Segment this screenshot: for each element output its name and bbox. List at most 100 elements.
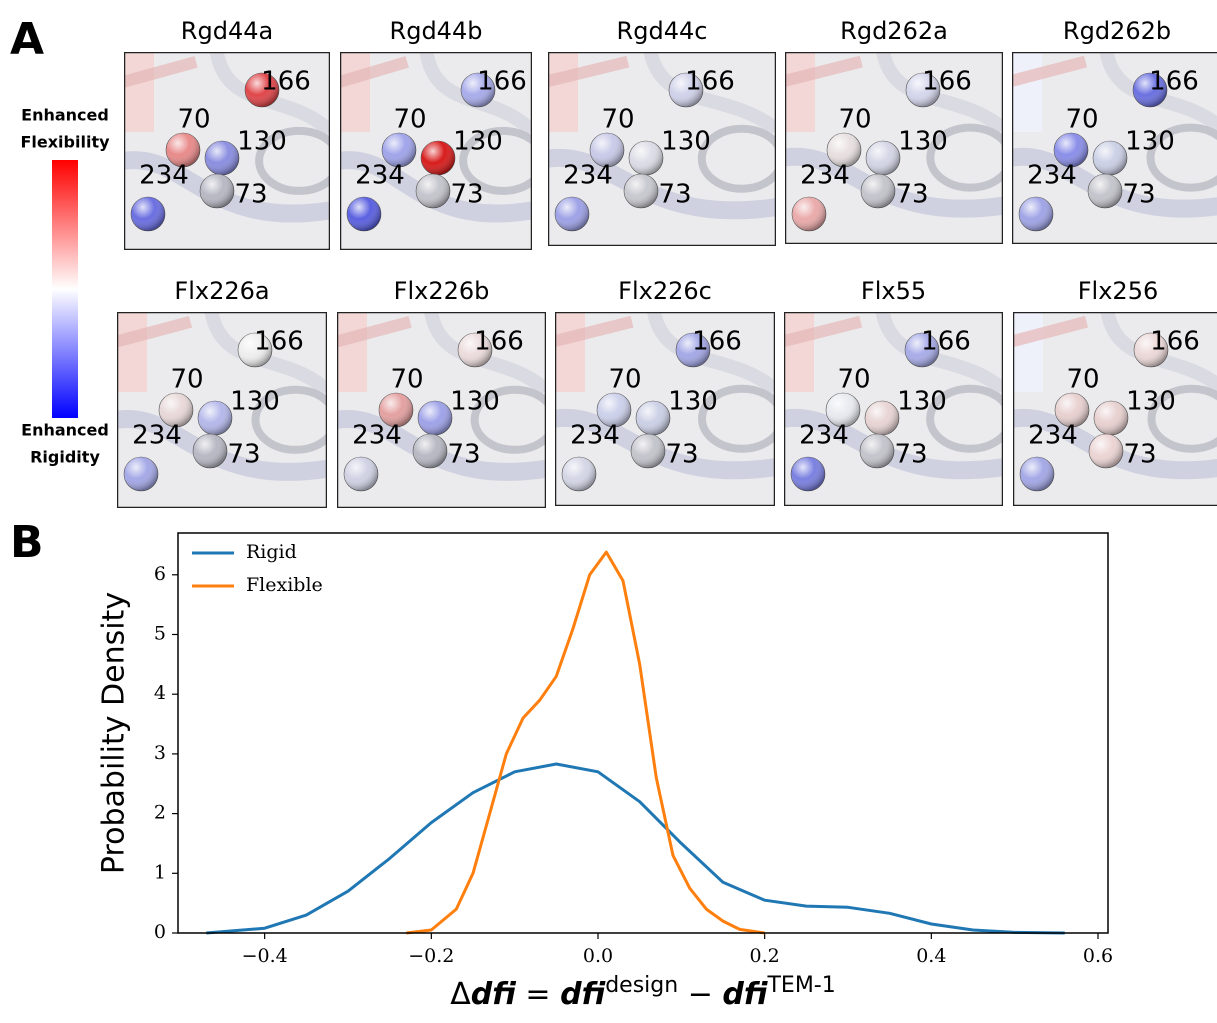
residue-label: 130	[668, 387, 718, 417]
residue-label: 73	[234, 180, 267, 210]
residue-label: 166	[477, 67, 527, 97]
residue-label: 166	[1150, 327, 1200, 357]
x-axis-label-part: Δ	[450, 977, 471, 1012]
panel-title: Rgd262a	[840, 17, 948, 45]
y-tick-label: 3	[154, 742, 166, 764]
panel-title: Flx55	[861, 277, 926, 305]
residue-label: 130	[1126, 387, 1176, 417]
residue-label: 130	[450, 387, 500, 417]
residue-label: 70	[390, 365, 423, 395]
residue-label: 130	[237, 127, 287, 157]
density-chart: −0.4 −0.2 0.0 0.2 0.4 0.6 0 1 2 3 4 5 6 Rigid Flexible…	[97, 533, 1114, 1012]
structure-image: 166 70 130 234 73	[785, 52, 1010, 244]
structure-image: 166 70 130 234 73	[1013, 312, 1217, 506]
x-axis-label-part: dfi	[560, 977, 605, 1012]
density-line	[406, 552, 764, 933]
x-tick-label: 0.4	[916, 945, 946, 967]
residue-label: 73	[1123, 440, 1156, 470]
y-tick-label: 6	[154, 563, 166, 585]
panel-title: Rgd44a	[181, 17, 273, 45]
x-axis-label-part: =	[516, 977, 560, 1012]
x-axis-label-part: −	[678, 977, 722, 1012]
colorbar-label: Enhanced	[21, 421, 109, 440]
y-tick-label: 2	[154, 802, 166, 824]
x-axis-label-part: dfi	[471, 977, 516, 1012]
y-tick-label: 5	[154, 622, 166, 644]
x-axis-label-part: dfi	[722, 977, 767, 1012]
x-axis-label-part: TEM-1	[766, 973, 835, 998]
residue-label: 166	[921, 327, 971, 357]
residue-label: 234	[139, 161, 189, 191]
structure-panels: Rgd44a 166 70 130 234 73 Rgd44b 166 70 130 234 73 Rg…	[117, 17, 1217, 508]
residue-label: 130	[661, 127, 711, 157]
x-tick-label: −0.4	[242, 945, 288, 967]
legend-label: Flexible	[246, 574, 323, 596]
residue-label: 70	[170, 365, 203, 395]
residue-label: 130	[898, 127, 948, 157]
residue-label: 130	[1125, 127, 1175, 157]
residue-label: 166	[474, 327, 524, 357]
panel-title: Flx226c	[618, 277, 712, 305]
x-axis-label: Δdfi = dfidesign − dfiTEM-1	[450, 973, 836, 1012]
residue-label: 234	[800, 161, 850, 191]
residue-label: 70	[608, 365, 641, 395]
residue-label: 166	[922, 67, 972, 97]
residue-label: 73	[658, 180, 691, 210]
structure-image: 166 70 130 234 73	[1012, 52, 1217, 244]
residue-label: 70	[1065, 105, 1098, 135]
panel-title: Rgd44b	[390, 17, 483, 45]
colorbar	[52, 160, 78, 418]
residue-label: 73	[665, 440, 698, 470]
residue-label: 70	[838, 105, 871, 135]
colorbar-label: Enhanced	[21, 106, 109, 125]
residue-label: 73	[447, 440, 480, 470]
residue-label: 234	[1027, 161, 1077, 191]
residue-label: 73	[895, 180, 928, 210]
residue-label: 234	[563, 161, 613, 191]
colorbar-label: Flexibility	[20, 133, 110, 152]
y-axis-label: Probability Density	[97, 592, 132, 874]
residue-label: 234	[799, 421, 849, 451]
y-tick-label: 4	[154, 682, 166, 704]
residue-label: 234	[570, 421, 620, 451]
x-tick-label: −0.2	[408, 945, 454, 967]
residue-label: 130	[230, 387, 280, 417]
residue-label: 166	[685, 67, 735, 97]
residue-label: 73	[894, 440, 927, 470]
y-tick-label: 1	[154, 861, 166, 883]
panel-label: A	[10, 14, 44, 65]
legend-label: Rigid	[246, 541, 297, 563]
x-tick-label: 0.2	[750, 945, 780, 967]
residue-label: 166	[254, 327, 304, 357]
x-tick-label: 0.6	[1083, 945, 1113, 967]
residue-label: 234	[355, 161, 405, 191]
x-axis-label-part: design	[605, 973, 678, 998]
residue-label: 130	[897, 387, 947, 417]
panel-title: Flx226a	[174, 277, 269, 305]
panel-title: Rgd262b	[1063, 17, 1171, 45]
residue-label: 130	[453, 127, 503, 157]
panel-title: Flx256	[1078, 277, 1158, 305]
residue-label: 70	[1066, 365, 1099, 395]
structure-image: 166 70 130 234 73	[784, 312, 1010, 506]
residue-label: 70	[837, 365, 870, 395]
residue-label: 234	[1028, 421, 1078, 451]
residue-label: 70	[177, 105, 210, 135]
panel-title: Rgd44c	[617, 17, 708, 45]
residue-label: 70	[393, 105, 426, 135]
residue-label: 73	[1122, 180, 1155, 210]
y-tick-label: 0	[154, 921, 166, 943]
panel-title: Flx226b	[394, 277, 490, 305]
residue-label: 166	[1149, 67, 1199, 97]
x-tick-label: 0.0	[583, 945, 613, 967]
colorbar-label: Rigidity	[30, 448, 100, 467]
density-line	[206, 764, 1064, 933]
panel-label: B	[10, 517, 44, 568]
